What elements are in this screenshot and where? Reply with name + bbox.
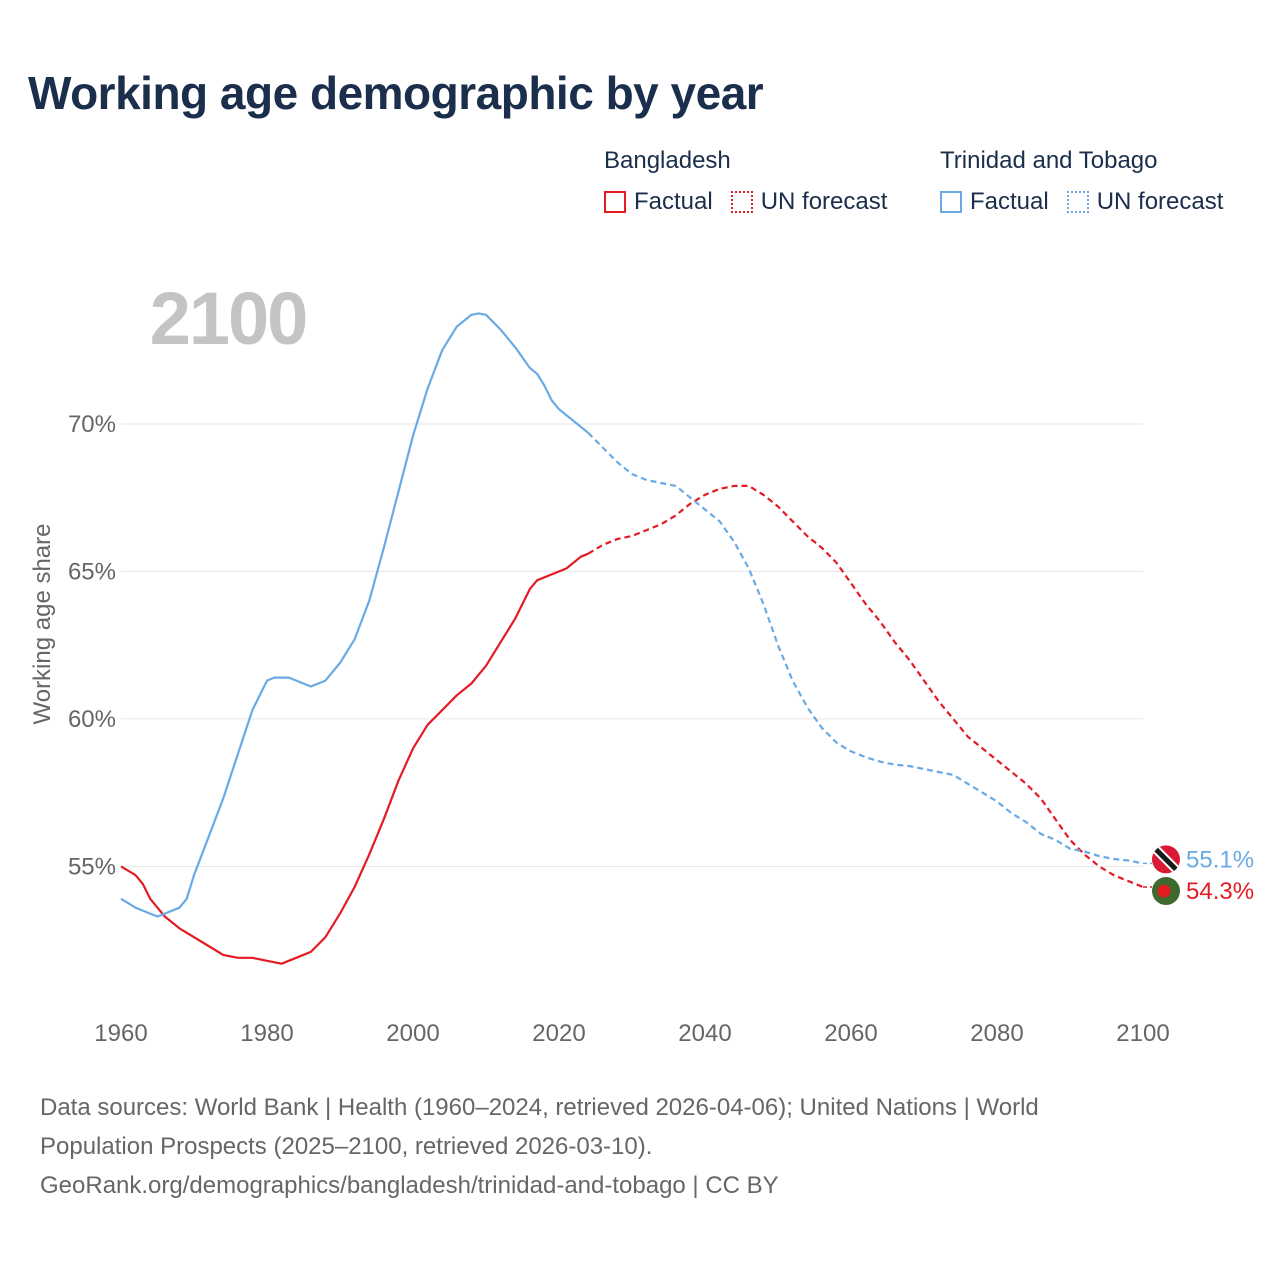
legend-label: UN forecast — [760, 188, 888, 215]
trinidad-and-tobago-flag-icon — [1152, 845, 1180, 874]
legend-item-bangladesh-factual[interactable]: Factual — [604, 188, 713, 216]
legend-group-name: Trinidad and Tobago — [940, 147, 1158, 174]
line-bangladesh-factual — [120, 552, 589, 965]
x-tick-label: 1980 — [240, 1020, 293, 1047]
year-watermark: 2100 — [150, 277, 307, 360]
flag-disc — [1157, 884, 1171, 898]
x-tick-label: 2060 — [824, 1020, 877, 1047]
legend-group-trinidad: Trinidad and Tobago Factual UN forecast — [940, 146, 1241, 216]
dotted-swatch-icon — [730, 191, 753, 213]
line-trinidad-factual — [120, 312, 589, 918]
x-tick-label: 2080 — [970, 1020, 1023, 1047]
y-tick-label: 55% — [68, 853, 116, 880]
chart-title: Working age demographic by year — [28, 67, 764, 119]
x-tick-label: 1960 — [94, 1020, 147, 1047]
line-bangladesh-forecast — [587, 484, 1144, 889]
legend-label: Factual — [634, 188, 713, 215]
footer: Data sources: World Bank | Health (1960–… — [40, 1088, 1220, 1205]
line-chart: 2100 Working age share 55% 60% 65% 70% 1960 1… — [29, 277, 1254, 1047]
end-value-label-bangladesh: 54.3% — [1186, 878, 1254, 905]
legend-group-name: Bangladesh — [604, 147, 731, 174]
legend-label: UN forecast — [1096, 188, 1224, 215]
dotted-swatch-icon — [1066, 191, 1089, 213]
y-axis-label: Working age share — [29, 524, 56, 725]
legend-item-bangladesh-forecast[interactable]: UN forecast — [730, 188, 888, 216]
x-tick-label: 2020 — [532, 1020, 585, 1047]
legend-item-trinidad-factual[interactable]: Factual — [940, 188, 1049, 216]
line-trinidad-forecast — [587, 432, 1144, 865]
y-tick-label: 70% — [68, 411, 116, 438]
source-line-1: Data sources: World Bank | Health (1960–… — [40, 1094, 1039, 1121]
x-tick-label: 2040 — [678, 1020, 731, 1047]
solid-swatch-icon — [604, 191, 626, 213]
end-value-label-trinidad: 55.1% — [1186, 846, 1254, 873]
legend-label: Factual — [970, 188, 1049, 215]
bangladesh-flag-icon — [1152, 877, 1180, 906]
legend-group-bangladesh: Bangladesh Factual UN forecast — [604, 146, 905, 216]
legend-item-trinidad-forecast[interactable]: UN forecast — [1066, 188, 1224, 216]
y-tick-label: 65% — [68, 558, 116, 585]
y-tick-label: 60% — [68, 706, 116, 733]
solid-swatch-icon — [940, 191, 962, 213]
flag-band-black — [1152, 845, 1180, 874]
source-url[interactable]: GeoRank.org/demographics/bangladesh/trin… — [40, 1172, 779, 1199]
source-line-2: Population Prospects (2025–2100, retriev… — [40, 1133, 653, 1160]
x-tick-label: 2100 — [1116, 1020, 1169, 1047]
x-tick-label: 2000 — [386, 1020, 439, 1047]
